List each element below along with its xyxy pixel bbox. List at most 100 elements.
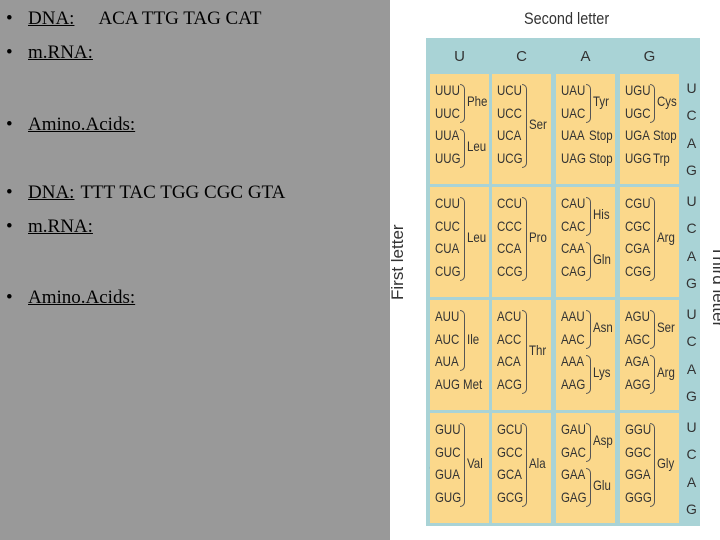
third-letter: C <box>686 333 697 350</box>
codon-group-brace <box>460 197 465 281</box>
codon: CUA <box>435 240 460 256</box>
codon: UCA <box>497 127 522 143</box>
amino-acid-label: Gln <box>593 251 611 268</box>
amino-acid-label: Met <box>463 375 483 392</box>
codon: AUA <box>435 353 459 369</box>
amino-label: Amino.Acids: <box>28 287 136 308</box>
codon: GUA <box>435 466 460 482</box>
amino-acid-label: Arg <box>657 364 675 381</box>
codon: CGU <box>625 195 651 211</box>
amino-acid-label: His <box>593 206 610 223</box>
amino-acid-label: Glu <box>593 477 611 494</box>
codon-group-brace <box>586 197 591 236</box>
codon-cell: UGU UGC UGA UGG Cys Stop Trp <box>620 74 679 184</box>
codon: UGA <box>625 127 650 143</box>
codon: GAC <box>561 443 586 460</box>
codon: UUC <box>435 104 460 121</box>
codon: UGG <box>625 149 652 166</box>
codon: AUU <box>435 308 460 324</box>
codon-group-brace <box>522 310 527 394</box>
codon-group-brace <box>650 310 655 349</box>
codon-group-brace <box>586 423 591 462</box>
codon-cell: UAU UAC UAA UAG Tyr Stop Stop <box>556 74 615 184</box>
codon-group-brace <box>522 84 527 168</box>
amino-acid-label: Trp <box>653 149 670 166</box>
dna-sequence: ACA TTG TAG CAT <box>98 8 262 29</box>
codon-group-brace <box>586 242 591 281</box>
codon: GUC <box>435 443 461 460</box>
codon: CAA <box>561 240 585 256</box>
codon-cell: CUU CUC CUA CUG Leu <box>430 187 489 297</box>
codon: CGA <box>625 240 650 256</box>
codon: UCG <box>497 149 523 166</box>
codon: UUA <box>435 127 460 143</box>
third-letter: U <box>686 305 697 322</box>
codon: CUU <box>435 195 460 211</box>
codon: AUC <box>435 330 460 347</box>
codon-group-brace <box>586 310 591 349</box>
amino-acid-label: Leu <box>467 138 487 155</box>
codon: GCG <box>497 488 524 505</box>
codon: UUG <box>435 149 461 166</box>
slide-text-area: • DNA: ACA TTG TAG CAT • m.RNA: • Amino.Acid… <box>6 8 285 308</box>
codon: AGG <box>625 375 651 392</box>
codon-group-brace <box>460 423 465 507</box>
codon: GGC <box>625 443 652 460</box>
codon: GGU <box>625 421 652 437</box>
codon: AAU <box>561 308 585 324</box>
third-letter: C <box>686 220 697 237</box>
codon: ACA <box>497 353 521 369</box>
codon-group-brace <box>650 197 655 281</box>
codon: UUU <box>435 82 460 98</box>
second-letter-header: C <box>492 42 551 70</box>
codon: CCG <box>497 262 523 279</box>
bullet-dna-1: • DNA: ACA TTG TAG CAT <box>6 8 261 30</box>
codon: GAA <box>561 466 586 482</box>
bullet-dot: • <box>6 8 13 29</box>
dna-sequence: TTT TAC TGG CGC GTA <box>80 182 286 203</box>
codon-group-brace <box>586 468 591 507</box>
third-letter: A <box>686 473 697 490</box>
codon: CCC <box>497 217 522 234</box>
amino-acid-label: Ala <box>529 454 546 471</box>
amino-label: Amino.Acids: <box>28 114 136 135</box>
codon: AAC <box>561 330 585 347</box>
third-letter-title: Third letter <box>709 246 720 328</box>
codon: UAU <box>561 82 586 98</box>
third-letter: G <box>686 388 697 405</box>
amino-acid-label: Ser <box>529 115 547 132</box>
third-letter: U <box>686 79 697 96</box>
amino-acid-label: Thr <box>529 341 547 358</box>
codon: AGU <box>625 308 650 324</box>
amino-acid-label: Val <box>467 454 483 471</box>
third-letter: G <box>686 162 697 179</box>
amino-acid-label: Gly <box>657 454 675 471</box>
third-letter: C <box>686 107 697 124</box>
codon: CCA <box>497 240 522 256</box>
bullet-mrna-2: • m.RNA: <box>6 216 93 238</box>
codon: GAG <box>561 488 587 505</box>
amino-acid-label: Arg <box>657 228 675 245</box>
codon: GGG <box>625 488 652 505</box>
bullet-dot: • <box>6 182 13 203</box>
dna-label: DNA: <box>28 8 75 29</box>
bullet-dna-2: • DNA: TTT TAC TGG CGC GTA <box>6 182 285 204</box>
amino-acid-label: Stop <box>653 127 677 143</box>
bullet-mrna-1: • m.RNA: <box>6 42 93 64</box>
codon: CUG <box>435 262 461 279</box>
bullet-dot: • <box>6 287 13 308</box>
codon-group-brace <box>460 129 465 168</box>
codon: GCU <box>497 421 523 437</box>
amino-acid-label: Stop <box>589 127 613 143</box>
amino-acid-label: Pro <box>529 228 547 245</box>
codon-cell: AUU AUC AUA AUG Ile Met <box>430 300 489 410</box>
third-letter: U <box>686 418 697 435</box>
codon: GAU <box>561 421 586 437</box>
amino-acid-label: Asn <box>593 319 613 336</box>
codon-group-brace <box>586 84 591 123</box>
amino-acid-label: Stop <box>589 149 613 166</box>
codon: AGA <box>625 353 650 369</box>
codon-cell: ACU ACC ACA ACG Thr <box>492 300 551 410</box>
